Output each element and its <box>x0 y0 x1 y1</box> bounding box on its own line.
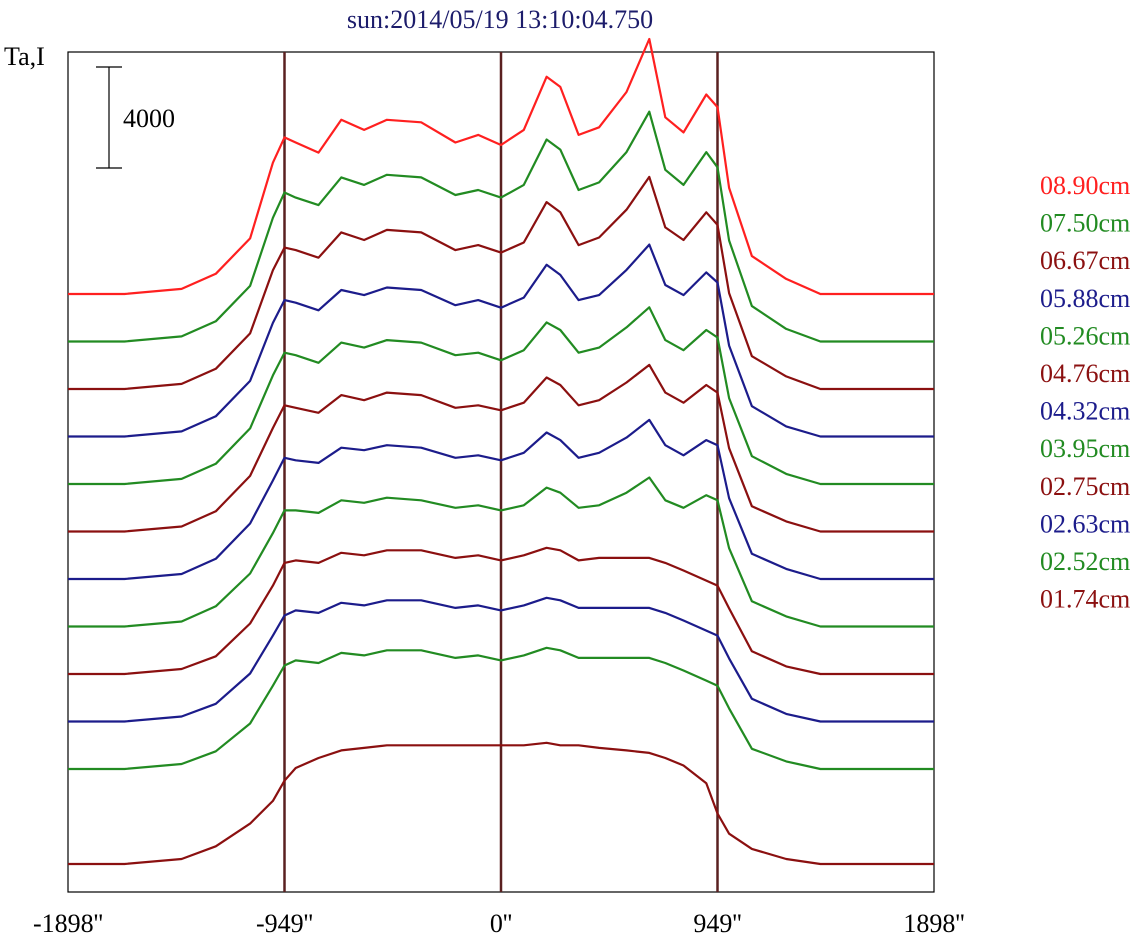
legend-entry: 05.26cm <box>1040 321 1130 350</box>
series-line-02-63cm <box>68 596 934 723</box>
series-line-06-67cm <box>68 175 934 391</box>
x-tick-label: 0'' <box>490 909 512 938</box>
series-line-05-26cm <box>68 306 934 486</box>
x-tick-labels: -1898'' -949'' 0'' 949'' 1898'' <box>33 909 965 938</box>
legend-entry: 05.88cm <box>1040 284 1130 313</box>
legend-entry: 01.74cm <box>1040 585 1130 614</box>
series-line-07-50cm <box>68 110 934 343</box>
legend-entry: 06.67cm <box>1040 246 1130 275</box>
y-axis-label: Ta,I <box>4 42 45 71</box>
x-tick-label: -949'' <box>256 909 313 938</box>
legend-entry: 04.76cm <box>1040 359 1130 388</box>
chart-title: sun:2014/05/19 13:10:04.750 <box>347 5 653 34</box>
series-line-02-52cm <box>68 646 934 771</box>
series-line-01-74cm <box>68 741 934 866</box>
x-tick-label: -1898'' <box>33 909 103 938</box>
legend: 08.90cm 07.50cm 06.67cm 05.88cm 05.26cm 04.76… <box>1040 171 1130 614</box>
vertical-marker-lines <box>283 52 719 892</box>
series-line-05-88cm <box>68 243 934 438</box>
legend-entry: 03.95cm <box>1040 434 1130 463</box>
x-tick-label: 1898'' <box>903 909 964 938</box>
scale-bar-label: 4000 <box>123 104 175 133</box>
legend-entry: 02.52cm <box>1040 547 1130 576</box>
legend-entry: 04.32cm <box>1040 397 1130 426</box>
legend-entry: 08.90cm <box>1040 171 1130 200</box>
legend-entry: 02.75cm <box>1040 472 1130 501</box>
series-line-03-95cm <box>68 476 934 628</box>
series-line-04-32cm <box>68 418 934 581</box>
series-line-04-76cm <box>68 363 934 533</box>
series-layer <box>68 37 934 866</box>
scale-bar: 4000 <box>96 66 175 169</box>
x-tick-label: 949'' <box>693 909 741 938</box>
legend-entry: 07.50cm <box>1040 209 1130 238</box>
series-line-02-75cm <box>68 546 934 676</box>
legend-entry: 02.63cm <box>1040 509 1130 538</box>
series-line-08-90cm <box>68 37 934 296</box>
